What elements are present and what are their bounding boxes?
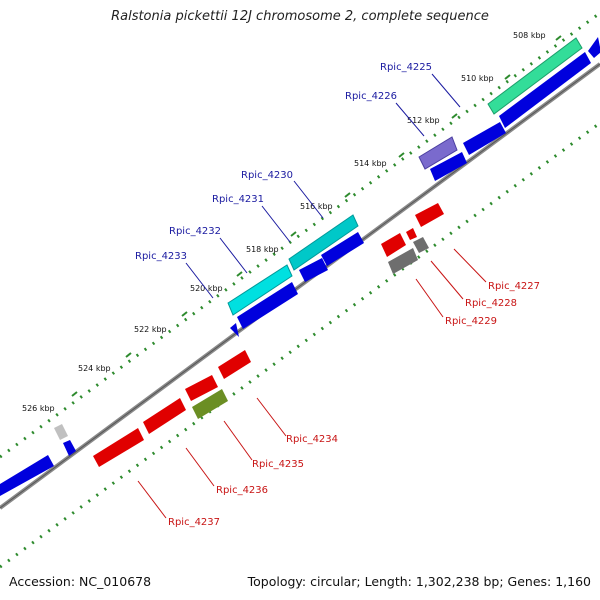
gene-label: Rpic_4234 xyxy=(286,434,338,445)
feature-cds xyxy=(588,37,600,58)
gene-label: Rpic_4237 xyxy=(168,517,220,528)
gene-label: Rpic_4233 xyxy=(135,251,187,262)
feature-cds xyxy=(63,440,76,456)
feature-cds xyxy=(185,375,218,401)
feature-cds xyxy=(381,233,406,257)
topology-summary: Topology: circular; Length: 1,302,238 bp… xyxy=(247,574,591,589)
gene-label: Rpic_4225 xyxy=(380,62,432,73)
feature-cds xyxy=(321,232,364,266)
tick-label: 526 kbp xyxy=(22,404,55,413)
tick-mark xyxy=(236,271,243,277)
tick-mark xyxy=(71,391,78,397)
forward-features xyxy=(0,37,600,496)
feature-cds xyxy=(237,282,298,329)
feature-trna xyxy=(288,214,359,271)
chromosome-backbone-inner xyxy=(0,63,600,509)
gene-label: Rpic_4229 xyxy=(445,316,497,327)
tick-label: 524 kbp xyxy=(78,364,111,373)
feature-trna xyxy=(227,264,293,316)
map-title: Ralstonia pickettii 12J chromosome 2, co… xyxy=(111,9,489,24)
gene-label: Rpic_4226 xyxy=(345,91,397,102)
feature-rrna xyxy=(487,37,583,115)
feature-cds xyxy=(463,122,506,155)
gene-label: Rpic_4231 xyxy=(212,194,264,205)
tick-mark xyxy=(555,35,562,41)
tick-mark xyxy=(290,231,297,237)
gene-label: Rpic_4236 xyxy=(216,485,268,496)
tick-mark xyxy=(344,192,351,198)
feature-cds xyxy=(415,203,444,227)
gene-label: Rpic_4232 xyxy=(169,226,221,237)
accession-text: Accession: NC_010678 xyxy=(9,574,152,589)
feature-grey xyxy=(413,237,429,253)
tick-label: 522 kbp xyxy=(134,325,167,334)
feature-cds xyxy=(93,428,144,467)
feature-cds xyxy=(218,350,251,379)
tick-mark xyxy=(181,311,188,317)
reverse-features xyxy=(93,203,444,467)
feature-olive xyxy=(192,389,228,419)
feature-grey xyxy=(54,424,68,440)
gc-track-outer xyxy=(0,11,600,459)
gene-label: Rpic_4228 xyxy=(465,298,517,309)
feature-cds xyxy=(406,228,417,240)
gc-track-inner xyxy=(0,121,600,569)
feature-cds xyxy=(143,398,186,434)
feature-cds xyxy=(230,323,239,337)
feature-cds xyxy=(0,455,54,496)
feature-cds xyxy=(430,152,467,181)
tick-label: 520 kbp xyxy=(190,284,223,293)
tick-layer: 508 kbp 510 kbp 512 kbp 514 kbp 516 kbp 518 k… xyxy=(22,31,562,413)
feature-grey xyxy=(388,248,418,274)
tick-label: 518 kbp xyxy=(246,245,279,254)
tick-mark xyxy=(398,152,405,158)
feature-cds xyxy=(299,258,328,282)
tick-label: 508 kbp xyxy=(513,31,546,40)
label-leaders xyxy=(137,73,487,519)
tick-mark xyxy=(451,113,458,119)
gene-labels: Rpic_4225 Rpic_4226 Rpic_4230 Rpic_4231 … xyxy=(135,62,540,528)
gene-label: Rpic_4235 xyxy=(252,459,304,470)
feature-cds xyxy=(499,52,591,128)
gene-label: Rpic_4230 xyxy=(241,170,293,181)
tick-mark xyxy=(504,74,511,80)
tick-label: 514 kbp xyxy=(354,159,387,168)
feature-misc xyxy=(418,136,458,170)
tick-label: 510 kbp xyxy=(461,74,494,83)
gene-label: Rpic_4227 xyxy=(488,281,540,292)
tick-label: 516 kbp xyxy=(300,202,333,211)
tick-mark xyxy=(125,352,132,358)
tick-label: 512 kbp xyxy=(407,116,440,125)
